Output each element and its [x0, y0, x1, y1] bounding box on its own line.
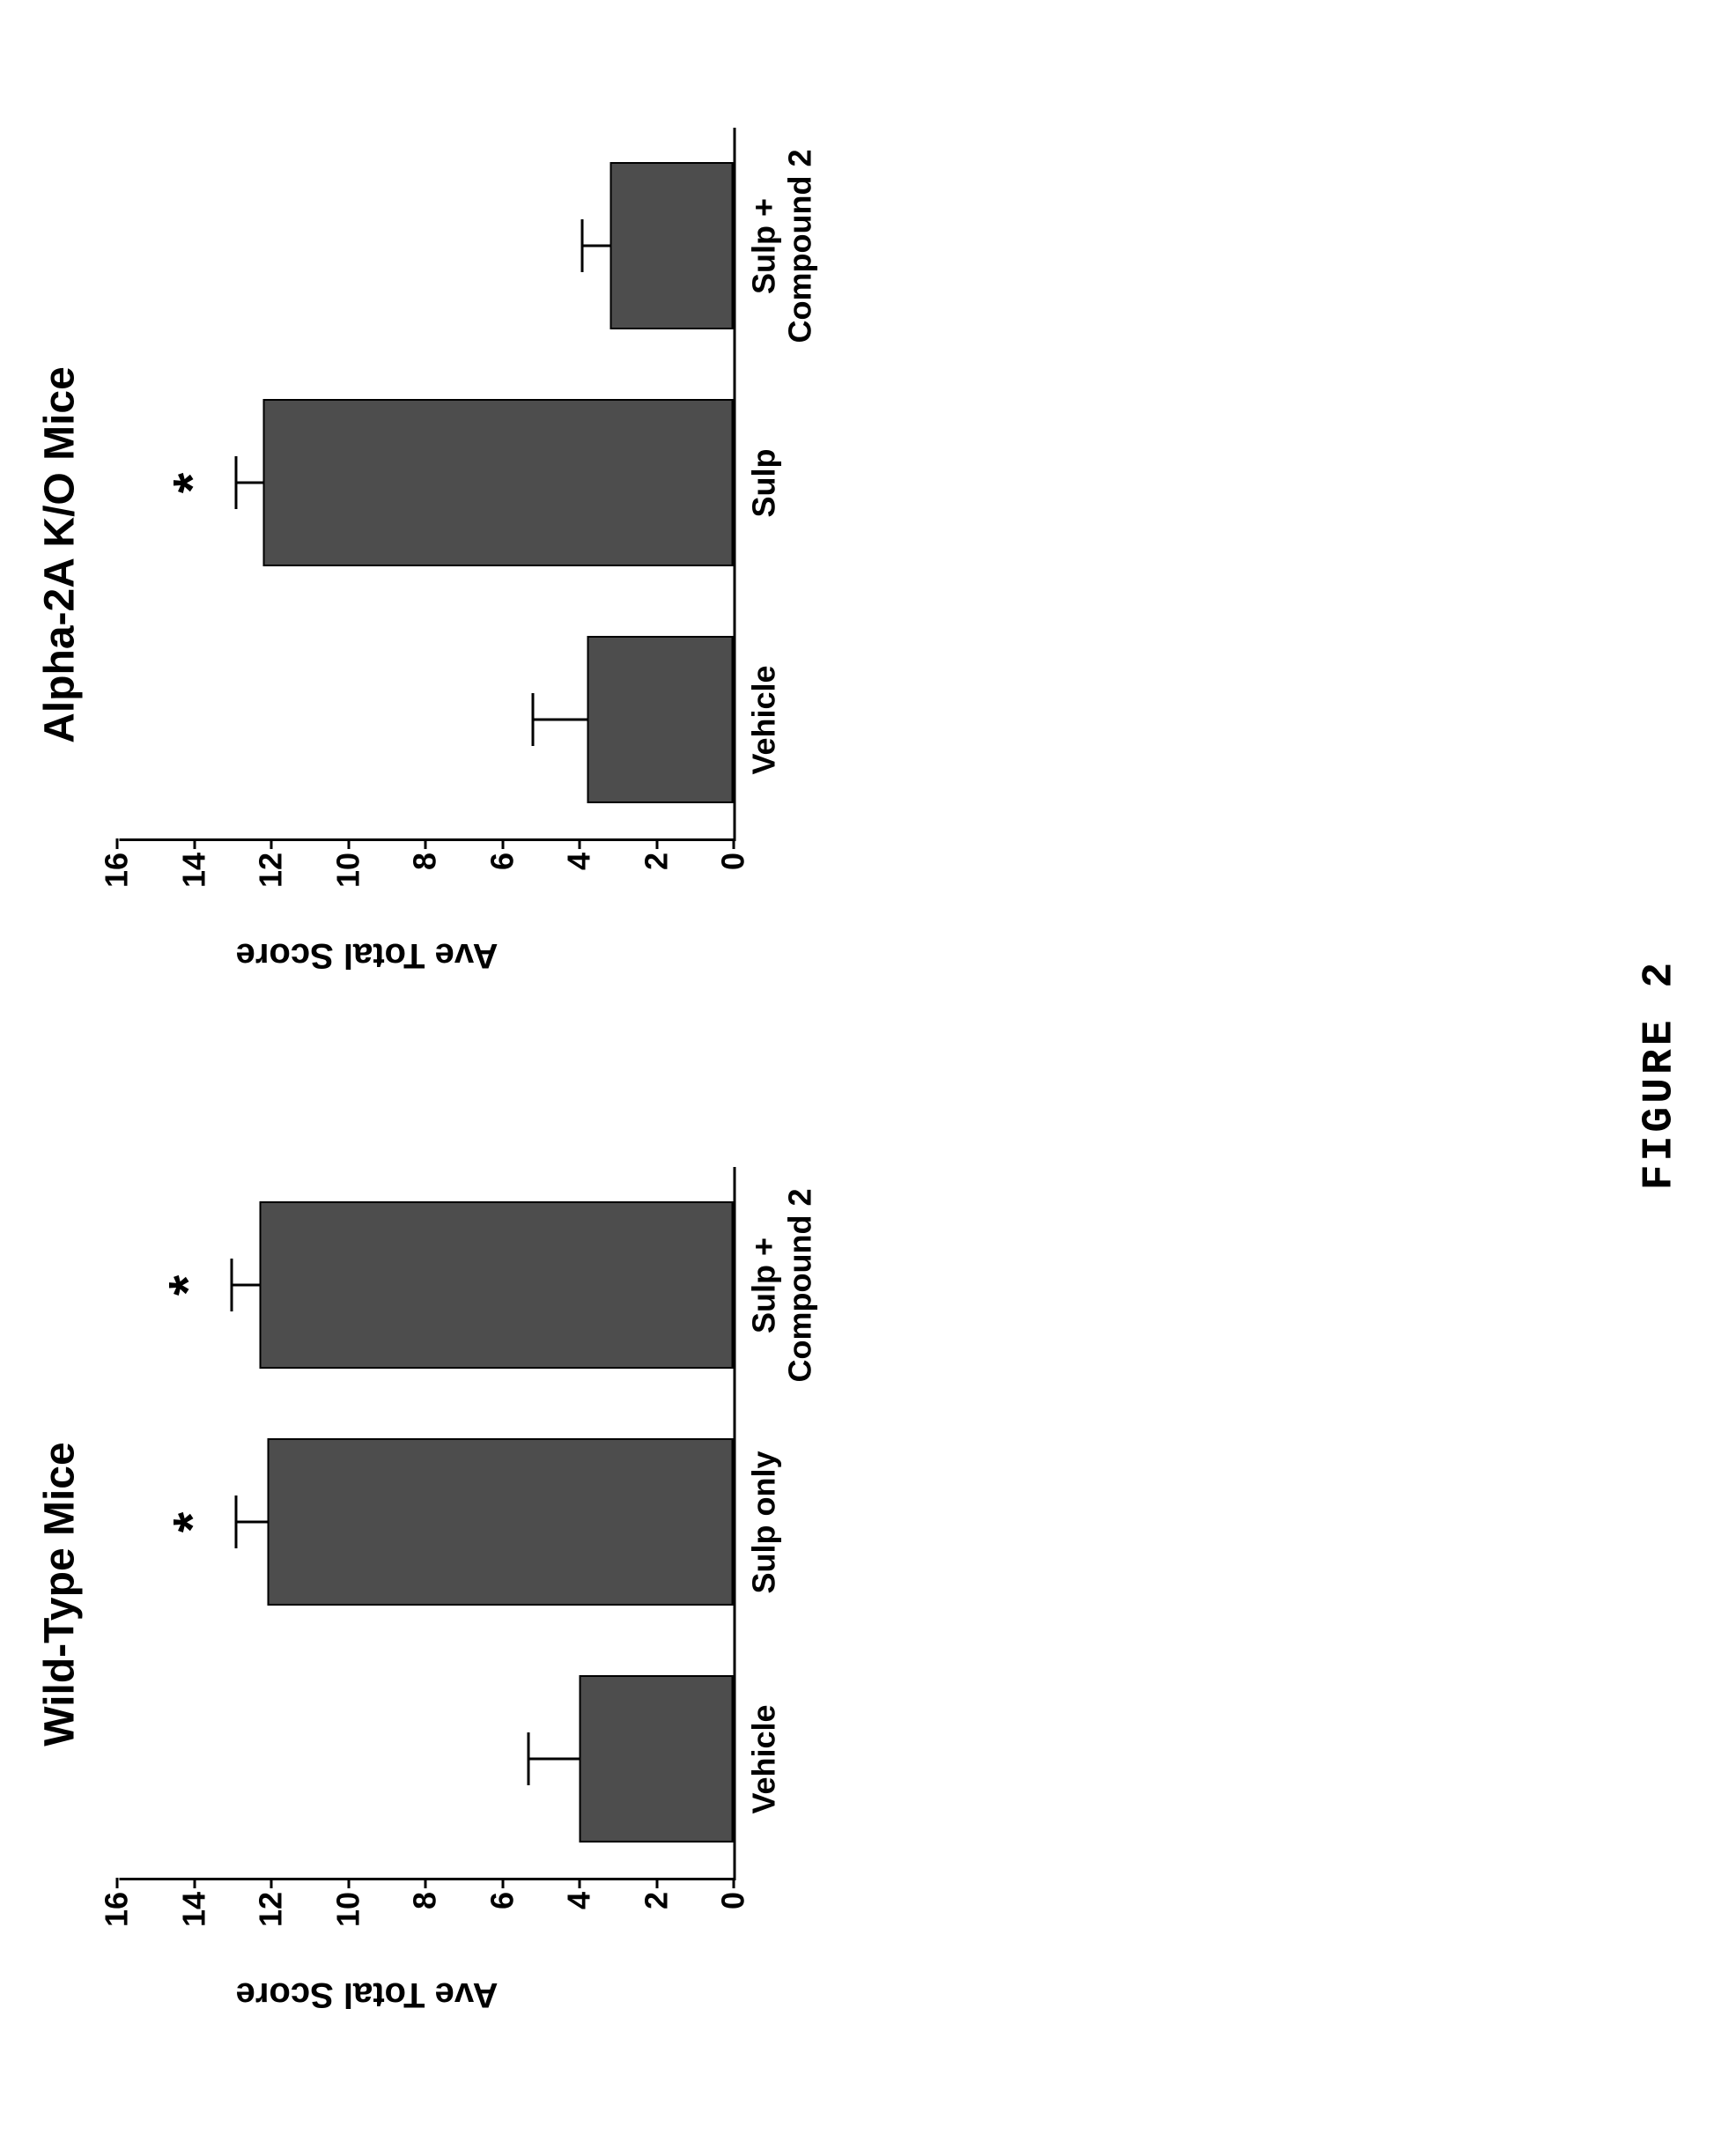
- y-tick: [655, 1878, 658, 1888]
- y-tick-label: 8: [409, 853, 440, 870]
- error-bar-cap: [230, 1259, 233, 1312]
- error-bar-stem: [533, 719, 587, 721]
- error-bar-stem: [236, 1521, 267, 1524]
- y-tick: [578, 1878, 580, 1888]
- y-tick: [732, 838, 735, 849]
- x-tick-label: Sulp: [745, 369, 781, 598]
- y-tick: [270, 1878, 272, 1888]
- y-tick: [501, 1878, 504, 1888]
- bar: [267, 1439, 733, 1606]
- charts-row: Wild-Type Mice Ave Total Score 024681012…: [0, 0, 1736, 2149]
- significance-marker: *: [166, 473, 218, 493]
- significance-marker: *: [166, 1512, 218, 1532]
- y-axis-label: Ave Total Score: [445, 1975, 498, 2014]
- error-bar-cap: [527, 1733, 529, 1786]
- x-tick-label: Vehicle: [745, 606, 781, 835]
- y-tick: [193, 838, 196, 849]
- plot-region-1: 0246810121416Vehicle*SulpSulp +Compound …: [119, 128, 735, 841]
- y-tick-label: 6: [486, 853, 518, 870]
- chart-title: Wild-Type Mice: [35, 1442, 84, 1746]
- y-tick-label: 4: [563, 1892, 595, 1909]
- y-tick-label: 10: [332, 853, 364, 888]
- bar-fill: [259, 1202, 733, 1370]
- plot-region-0: 0246810121416Vehicle*Sulp only*Sulp +Com…: [119, 1167, 735, 1880]
- bar-fill: [579, 1676, 733, 1843]
- error-bar-stem: [528, 1758, 579, 1761]
- y-tick: [347, 838, 350, 849]
- bar: [609, 163, 733, 330]
- chart-area: Ave Total Score 0246810121416Vehicle*Sul…: [119, 1167, 824, 2021]
- chart-title: Alpha-2A K/O Mice: [35, 366, 84, 743]
- x-tick-label: Vehicle: [745, 1645, 781, 1874]
- y-tick-label: 0: [717, 853, 749, 870]
- rotated-inner: Wild-Type Mice Ave Total Score 024681012…: [0, 0, 1736, 2149]
- bar: [259, 1202, 733, 1370]
- y-tick: [578, 838, 580, 849]
- y-tick-label: 6: [486, 1892, 518, 1909]
- y-tick: [270, 838, 272, 849]
- y-tick: [732, 1878, 735, 1888]
- y-tick-label: 14: [178, 853, 210, 888]
- significance-marker: *: [161, 1275, 214, 1296]
- y-tick: [501, 838, 504, 849]
- bar-fill: [587, 637, 733, 804]
- y-tick-label: 2: [640, 1892, 672, 1909]
- bar: [262, 400, 733, 567]
- y-tick-label: 12: [255, 853, 286, 888]
- error-bar-cap: [234, 457, 237, 510]
- error-bar-stem: [582, 245, 609, 247]
- y-tick: [655, 838, 658, 849]
- chart-wildtype: Wild-Type Mice Ave Total Score 024681012…: [35, 1110, 824, 2079]
- error-bar-stem: [232, 1284, 259, 1287]
- chart-ko: Alpha-2A K/O Mice Ave Total Score 024681…: [35, 70, 824, 1039]
- y-axis-label: Ave Total Score: [445, 936, 498, 975]
- y-tick: [193, 1878, 196, 1888]
- y-tick-label: 16: [100, 853, 132, 888]
- y-tick-label: 16: [100, 1892, 132, 1927]
- y-tick: [347, 1878, 350, 1888]
- y-tick-label: 0: [717, 1892, 749, 1909]
- y-tick: [424, 838, 426, 849]
- error-bar-stem: [236, 482, 263, 484]
- y-tick-label: 8: [409, 1892, 440, 1909]
- bar: [587, 637, 733, 804]
- error-bar-cap: [580, 220, 583, 273]
- y-tick-label: 14: [178, 1892, 210, 1927]
- y-tick: [115, 1878, 118, 1888]
- y-tick-label: 10: [332, 1892, 364, 1927]
- x-tick-label: Sulp +Compound 2: [745, 1171, 818, 1400]
- bar: [579, 1676, 733, 1843]
- bar-fill: [609, 163, 733, 330]
- y-tick: [424, 1878, 426, 1888]
- plot-box: 0246810121416Vehicle*Sulp only*Sulp +Com…: [119, 1167, 824, 1960]
- y-tick-label: 2: [640, 853, 672, 870]
- error-bar-cap: [531, 694, 534, 747]
- x-tick-label: Sulp only: [745, 1408, 781, 1637]
- x-tick-label: Sulp +Compound 2: [745, 132, 818, 361]
- bar-fill: [262, 400, 733, 567]
- y-tick: [115, 838, 118, 849]
- plot-box: 0246810121416Vehicle*SulpSulp +Compound …: [119, 128, 824, 920]
- bar-fill: [267, 1439, 733, 1606]
- y-tick-label: 4: [563, 853, 595, 870]
- figure-caption: FIGURE 2: [1636, 0, 1683, 2149]
- error-bar-cap: [234, 1496, 237, 1549]
- chart-area: Ave Total Score 0246810121416Vehicle*Sul…: [119, 128, 824, 982]
- page: Wild-Type Mice Ave Total Score 024681012…: [0, 0, 1736, 2149]
- y-tick-label: 12: [255, 1892, 286, 1927]
